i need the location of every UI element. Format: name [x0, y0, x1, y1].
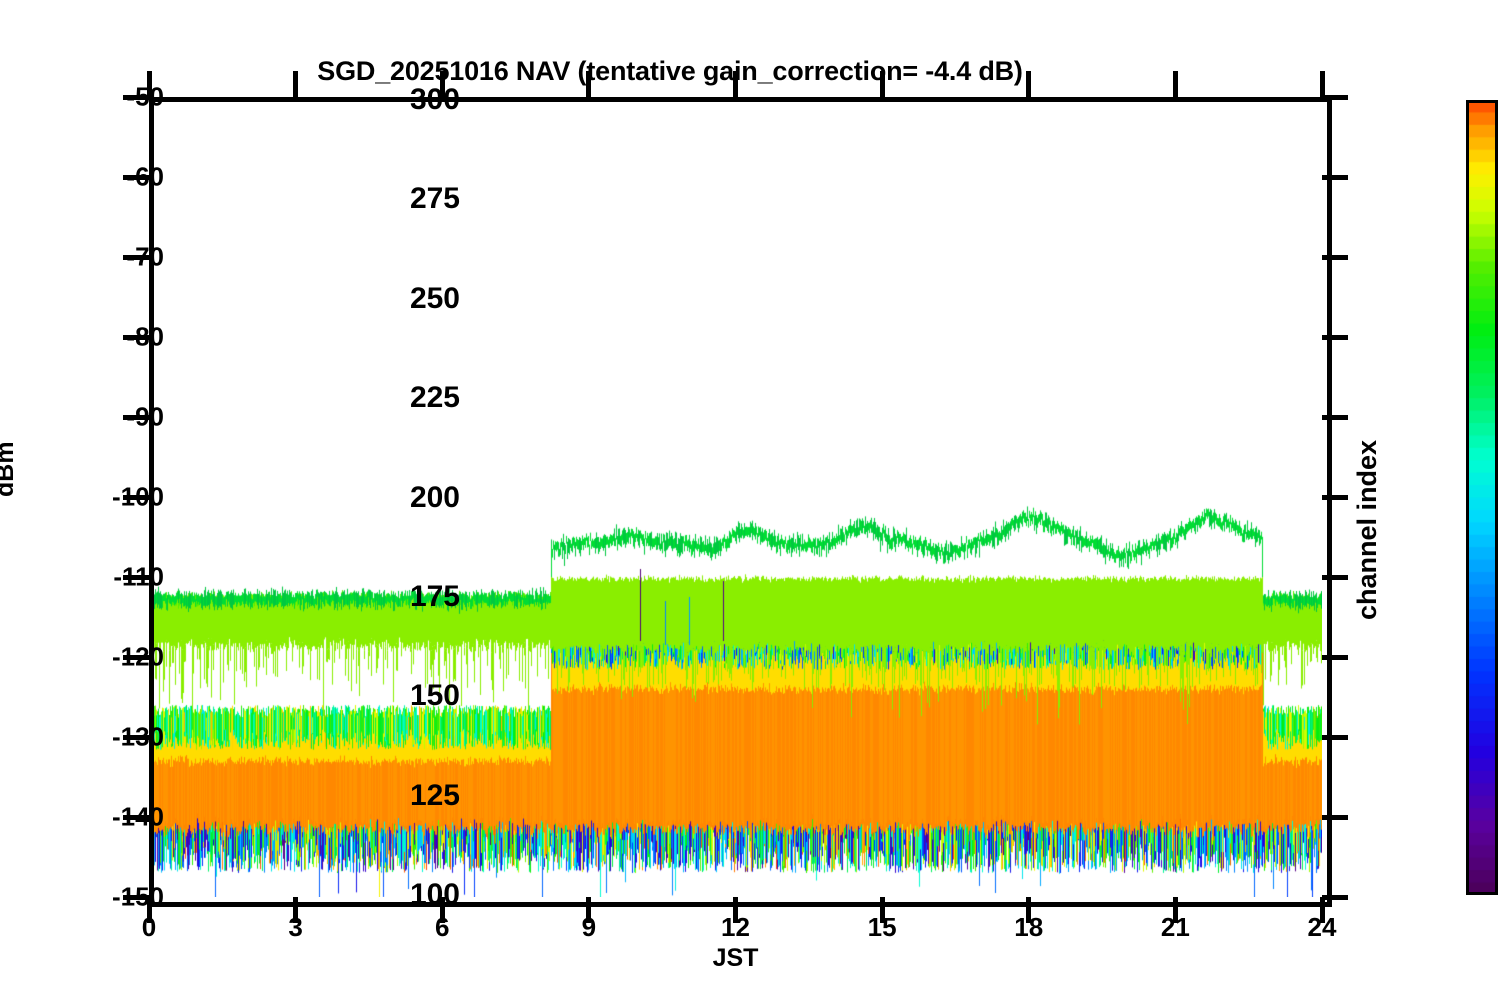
- x-axis-label: 15: [867, 912, 897, 942]
- x-axis-tick-top: [586, 71, 592, 97]
- x-axis-label: 24: [1307, 912, 1337, 942]
- colorbar-tick-label: 275: [409, 182, 460, 216]
- plot-area: [149, 97, 1322, 897]
- x-axis-tick: [146, 897, 152, 923]
- colorbar-tick-label: 250: [409, 281, 460, 315]
- y-axis-tick-right: [1322, 734, 1348, 740]
- y-axis-tick-right: [1322, 334, 1348, 340]
- y-axis-tick: [123, 334, 149, 340]
- y-axis-label: -110: [113, 561, 164, 592]
- x-axis-label: 3: [288, 912, 303, 942]
- x-axis-tick: [733, 897, 738, 923]
- y-axis-tick: [123, 414, 149, 420]
- x-axis-label: 21: [1160, 912, 1190, 942]
- x-axis-tick-top: [1026, 71, 1032, 97]
- x-axis-label: 12: [721, 912, 750, 942]
- x-axis-tick: [293, 897, 299, 923]
- x-axis-tick: [1026, 897, 1032, 923]
- colorbar-tick-label: 300: [409, 83, 460, 116]
- spectrum-plot-canvas: [149, 97, 1322, 897]
- y-axis-tick-right: [1322, 414, 1348, 420]
- y-axis-tick: [123, 174, 149, 180]
- y-axis-tick-right: [1322, 494, 1348, 500]
- x-axis-label: 18: [1014, 912, 1044, 942]
- colorbar-tick-label: 200: [409, 480, 460, 514]
- y-axis-tick-right: [1322, 254, 1348, 260]
- colorbar-title: channel index: [1352, 439, 1382, 620]
- colorbar-gradient: [1466, 100, 1498, 895]
- y-axis-tick-right: [1322, 94, 1348, 100]
- x-axis-tick-top: [439, 71, 445, 97]
- y-axis-label: -60: [126, 161, 164, 192]
- y-axis-tick-right: [1322, 574, 1348, 580]
- y-axis-label: -140: [111, 801, 164, 832]
- x-axis-tick: [879, 897, 885, 923]
- y-axis-label: -50: [126, 81, 164, 112]
- x-axis-tick-top: [1172, 71, 1178, 97]
- y-axis-tick-right: [1322, 174, 1348, 180]
- y-axis-tick: [123, 254, 149, 260]
- y-axis-tick: [123, 94, 149, 100]
- colorbar: [1466, 100, 1498, 895]
- y-axis-tick: [123, 574, 149, 580]
- y-axis-tick: [123, 894, 149, 900]
- y-axis-tick-right: [1322, 814, 1348, 820]
- y-axis-label: -120: [111, 641, 164, 672]
- x-axis-label: 6: [435, 912, 450, 942]
- y-axis-title: dBm: [0, 441, 19, 497]
- x-axis-tick: [439, 897, 445, 923]
- y-axis-label: -90: [126, 401, 164, 432]
- colorbar-tick-label: 150: [409, 679, 460, 713]
- y-axis-tick: [123, 814, 149, 820]
- chart-title: SGD_20251016 NAV (tentative gain_correct…: [317, 56, 1023, 86]
- x-axis-tick: [586, 897, 592, 923]
- y-axis-tick-right: [1322, 654, 1348, 660]
- x-axis-tick-top: [1319, 71, 1325, 97]
- y-axis-label: -100: [111, 481, 164, 512]
- colorbar-tick-label: 225: [409, 381, 460, 415]
- x-axis-tick: [1319, 897, 1325, 923]
- x-axis-label: 0: [141, 912, 157, 942]
- y-axis-tick: [123, 654, 149, 660]
- x-axis-tick-top: [293, 71, 299, 97]
- y-axis-label: -130: [111, 721, 164, 752]
- colorbar-tick-label: 125: [409, 778, 460, 812]
- x-axis-tick: [1172, 897, 1178, 923]
- x-axis-tick-top: [879, 71, 885, 97]
- y-axis-tick: [123, 734, 149, 740]
- x-axis-tick-top: [733, 71, 738, 97]
- y-axis-label: -80: [126, 321, 164, 352]
- colorbar-tick-label: 100: [409, 878, 460, 911]
- x-axis-label: 9: [581, 912, 597, 942]
- y-axis-label: -150: [111, 881, 164, 912]
- colorbar-tick-label: 175: [409, 579, 460, 613]
- x-axis-tick-top: [146, 71, 152, 97]
- y-axis-tick-right: [1322, 894, 1348, 900]
- y-axis-tick: [123, 494, 149, 500]
- y-axis-label: -70: [126, 241, 164, 272]
- x-axis-title: JST: [712, 944, 759, 972]
